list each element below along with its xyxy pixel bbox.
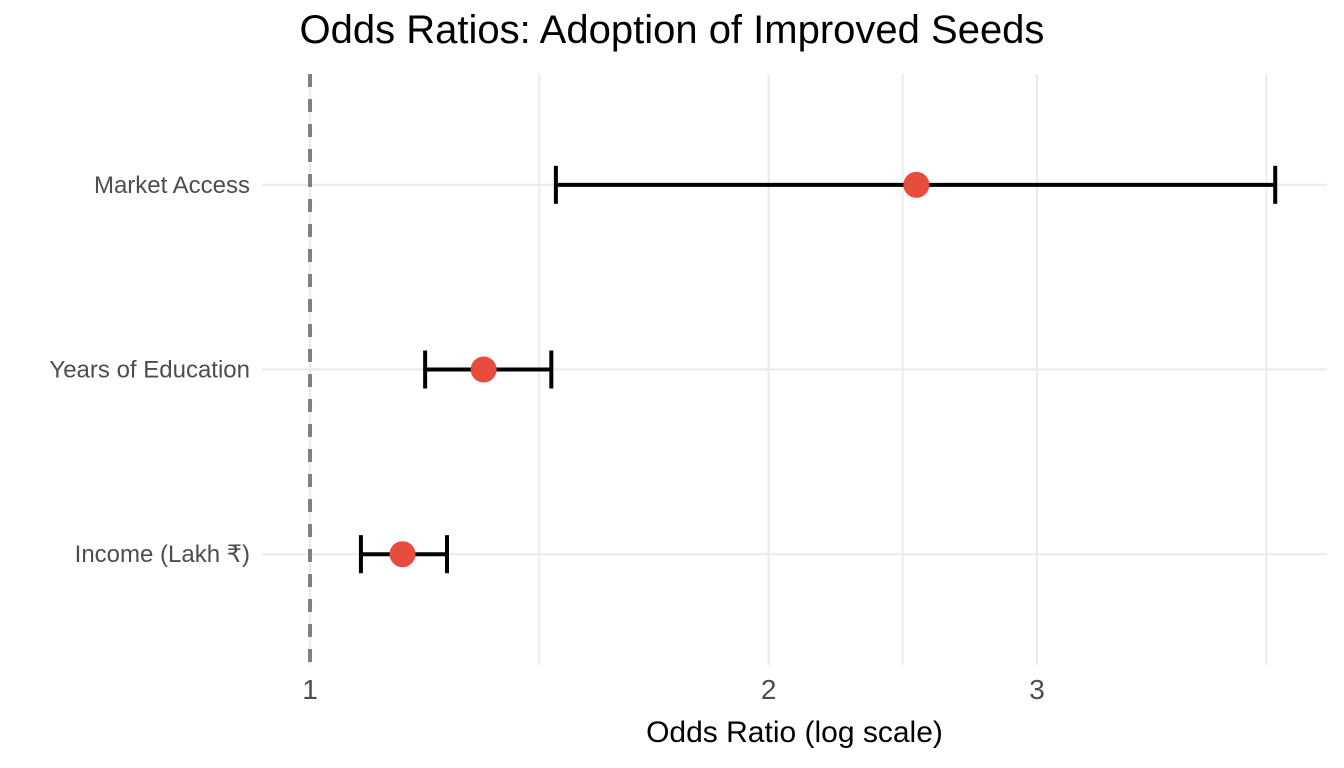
y-axis-label: Income (Lakh ₹): [75, 541, 250, 568]
chart-title: Odds Ratios: Adoption of Improved Seeds: [299, 8, 1045, 52]
x-tick-label: 2: [761, 674, 777, 705]
or-point: [903, 171, 930, 198]
x-tick-label: 1: [302, 674, 318, 705]
or-point: [389, 541, 416, 568]
y-axis-label: Market Access: [94, 172, 250, 199]
y-axis-label: Years of Education: [49, 357, 250, 384]
x-axis-title: Odds Ratio (log scale): [646, 716, 943, 749]
or-point: [470, 356, 497, 383]
x-tick-label: 3: [1029, 674, 1045, 705]
